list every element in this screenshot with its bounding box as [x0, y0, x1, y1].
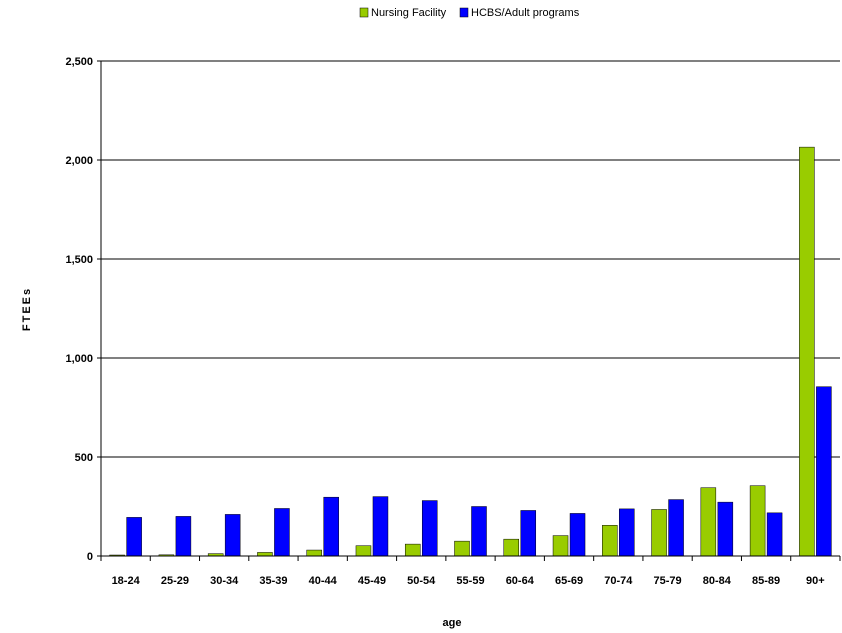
y-tick-label: 2,500 [65, 56, 93, 68]
bar-hcbs-adult-programs-40-44 [323, 496, 339, 557]
bar-nursing-facility-60-64 [503, 538, 520, 557]
bar-nursing-facility-80-84 [700, 487, 717, 557]
bar-hcbs-adult-programs-35-39 [274, 508, 290, 557]
bar-nursing-facility-40-44 [306, 549, 322, 557]
bar-hcbs-adult-programs-65-69 [569, 513, 586, 557]
bar-hcbs-adult-programs-75-79 [668, 499, 684, 557]
bar-hcbs-adult-programs-18-24 [126, 517, 142, 557]
bar-hcbs-adult-programs-60-64 [520, 510, 537, 557]
x-tick-label: 60-64 [506, 575, 535, 587]
bar-hcbs-adult-programs-50-54 [421, 500, 438, 557]
y-tick-label: 1,000 [65, 353, 93, 365]
bar-hcbs-adult-programs-55-59 [471, 506, 487, 557]
bar-hcbs-adult-programs-80-84 [717, 501, 734, 557]
legend-swatch-hcbs-adult-programs [459, 7, 469, 18]
bar-nursing-facility-35-39 [257, 552, 273, 557]
bar-hcbs-adult-programs-85-89 [766, 512, 783, 557]
x-axis-ticks: 18-24 25-29 30-34 35-39 40-44 45-49 50-54 55-59… [100, 556, 841, 587]
x-tick-label: 30-34 [210, 575, 239, 587]
x-axis-label: age [443, 617, 462, 629]
bar-hcbs-adult-programs-25-29 [175, 516, 192, 557]
x-tick-label: 90+ [806, 575, 825, 587]
x-tick-label: 80-84 [703, 575, 732, 587]
y-tick-label: 0 [87, 551, 93, 563]
x-tick-label: 50-54 [407, 575, 436, 587]
x-tick-label: 35-39 [259, 575, 287, 587]
bar-nursing-facility-85-89 [749, 485, 766, 557]
bar-hcbs-adult-programs-90plus [816, 386, 832, 557]
y-tick-label: 1,500 [65, 254, 93, 266]
bar-nursing-facility-45-49 [355, 545, 372, 557]
x-tick-label: 85-89 [752, 575, 780, 587]
bar-nursing-facility-90plus [799, 146, 815, 557]
x-tick-label: 65-69 [555, 575, 583, 587]
bar-nursing-facility-75-79 [651, 509, 667, 557]
legend-label-nursing-facility: Nursing Facility [371, 7, 447, 19]
bar-hcbs-adult-programs-70-74 [619, 508, 635, 557]
bars [109, 146, 832, 557]
bar-hcbs-adult-programs-45-49 [372, 496, 389, 557]
x-tick-label: 18-24 [112, 575, 141, 587]
x-tick-label: 45-49 [358, 575, 386, 587]
x-tick-label: 70-74 [604, 575, 633, 587]
y-tick-label: 500 [75, 452, 93, 464]
legend-swatch-nursing-facility [359, 7, 369, 18]
legend: Nursing Facility HCBS/Adult programs [359, 7, 580, 19]
bar-hcbs-adult-programs-30-34 [224, 514, 241, 557]
x-tick-label: 55-59 [456, 575, 484, 587]
y-axis-ticks: 0 500 1,000 1,500 2,000 2,500 [65, 56, 101, 563]
bar-nursing-facility-65-69 [552, 535, 569, 557]
legend-label-hcbs-adult-programs: HCBS/Adult programs [471, 7, 580, 19]
y-tick-label: 2,000 [65, 155, 93, 167]
gridlines [101, 60, 840, 458]
bar-nursing-facility-50-54 [404, 543, 421, 557]
y-axis-label: FTEEs [21, 287, 33, 331]
axes [100, 61, 840, 557]
bar-nursing-facility-70-74 [602, 525, 618, 557]
x-tick-label: 25-29 [161, 575, 189, 587]
bar-nursing-facility-55-59 [454, 540, 470, 557]
x-tick-label: 40-44 [309, 575, 338, 587]
x-tick-label: 75-79 [653, 575, 681, 587]
